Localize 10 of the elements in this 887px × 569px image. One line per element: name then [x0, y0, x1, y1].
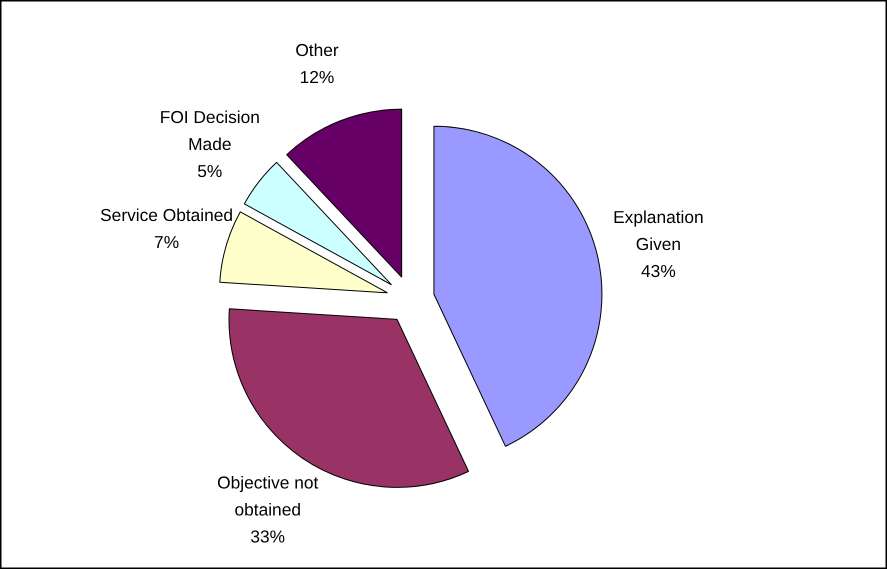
slice-label: FOI Decision Made: [160, 106, 260, 154]
slice-label: Other: [295, 40, 339, 60]
data-label: 33%: [250, 526, 286, 547]
data-label: 12%: [300, 66, 334, 87]
slice-label: Service Obtained: [100, 205, 234, 226]
data-label: 5%: [197, 160, 222, 181]
data-label: 43%: [641, 261, 676, 282]
data-label: 7%: [154, 232, 180, 252]
slice-label: Objective not obtained: [217, 472, 318, 520]
slice-label: Explanation Given: [613, 207, 704, 254]
